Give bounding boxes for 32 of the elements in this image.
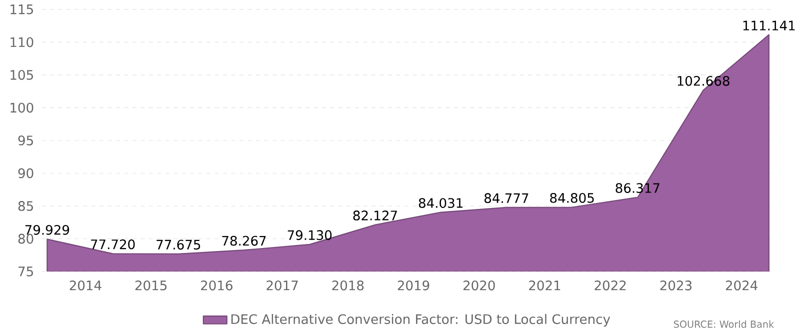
legend-label: DEC Alternative Conversion Factor: USD to Local Currency xyxy=(231,314,610,327)
data-label: 78.267 xyxy=(222,236,266,246)
data-label: 77.675 xyxy=(156,240,200,250)
x-tick-label: 2014 xyxy=(70,280,102,290)
y-tick-label: 115 xyxy=(10,4,33,14)
x-tick-label: 2017 xyxy=(266,280,298,290)
data-label: 79.130 xyxy=(288,230,332,240)
x-tick-label: 2015 xyxy=(135,280,167,290)
x-tick-label: 2016 xyxy=(201,280,232,290)
y-tick-label: 85 xyxy=(18,201,33,211)
y-tick-label: 105 xyxy=(10,70,33,80)
y-tick-label: 110 xyxy=(10,37,34,48)
data-label: 77.720 xyxy=(91,239,135,250)
y-tick-label: 100 xyxy=(10,102,34,113)
x-tick-label: 2024 xyxy=(726,280,758,290)
data-label: 82.127 xyxy=(353,210,397,220)
x-tick-label: 2022 xyxy=(594,280,626,290)
x-tick-label: 2021 xyxy=(529,280,560,290)
x-tick-label: 2020 xyxy=(463,280,495,290)
data-label: 84.031 xyxy=(418,198,462,208)
x-tick-label: 2018 xyxy=(332,280,364,290)
data-label: 84.805 xyxy=(550,192,594,203)
source-note: SOURCE: World Bank xyxy=(674,320,774,328)
data-label: 79.929 xyxy=(25,224,70,235)
y-tick-label: 90 xyxy=(18,168,34,178)
y-tick-label: 95 xyxy=(18,135,33,146)
x-tick-label: 2019 xyxy=(398,280,430,290)
y-tick-label: 75 xyxy=(18,266,33,276)
data-label: 111.141 xyxy=(743,20,795,30)
data-label: 84.777 xyxy=(484,193,528,204)
y-tick-label: 80 xyxy=(18,234,34,244)
x-tick-label: 2023 xyxy=(660,280,692,290)
